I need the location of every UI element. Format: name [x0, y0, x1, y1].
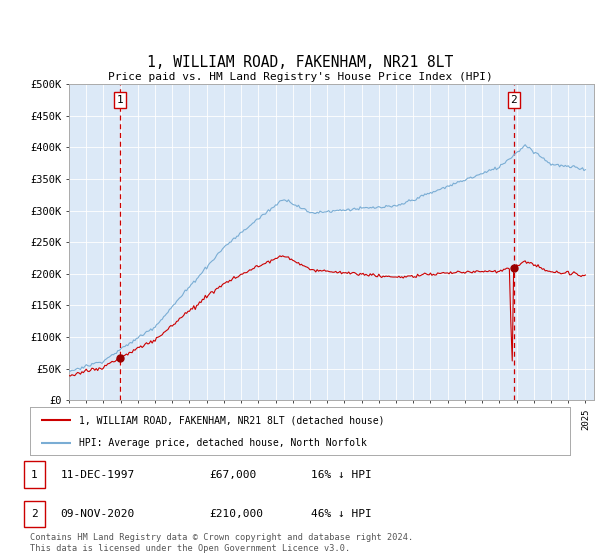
Text: Contains HM Land Registry data © Crown copyright and database right 2024.
This d: Contains HM Land Registry data © Crown c… [30, 533, 413, 553]
Point [509, 263, 519, 272]
Text: 1, WILLIAM ROAD, FAKENHAM, NR21 8LT: 1, WILLIAM ROAD, FAKENHAM, NR21 8LT [147, 55, 453, 70]
Text: 1: 1 [31, 470, 38, 479]
Text: £210,000: £210,000 [210, 509, 264, 519]
Text: 1: 1 [116, 95, 123, 105]
Text: Price paid vs. HM Land Registry's House Price Index (HPI): Price paid vs. HM Land Registry's House … [107, 72, 493, 82]
Text: 1, WILLIAM ROAD, FAKENHAM, NR21 8LT (detached house): 1, WILLIAM ROAD, FAKENHAM, NR21 8LT (det… [79, 416, 384, 426]
Bar [23, 461, 45, 488]
Text: 16% ↓ HPI: 16% ↓ HPI [311, 470, 372, 479]
Text: 09-NOV-2020: 09-NOV-2020 [60, 509, 134, 519]
Point [115, 353, 125, 362]
Bar [23, 501, 45, 527]
Text: 2: 2 [511, 95, 517, 105]
Text: 46% ↓ HPI: 46% ↓ HPI [311, 509, 372, 519]
Text: 11-DEC-1997: 11-DEC-1997 [60, 470, 134, 479]
Text: HPI: Average price, detached house, North Norfolk: HPI: Average price, detached house, Nort… [79, 438, 367, 448]
Text: 2: 2 [31, 509, 38, 519]
Text: £67,000: £67,000 [210, 470, 257, 479]
